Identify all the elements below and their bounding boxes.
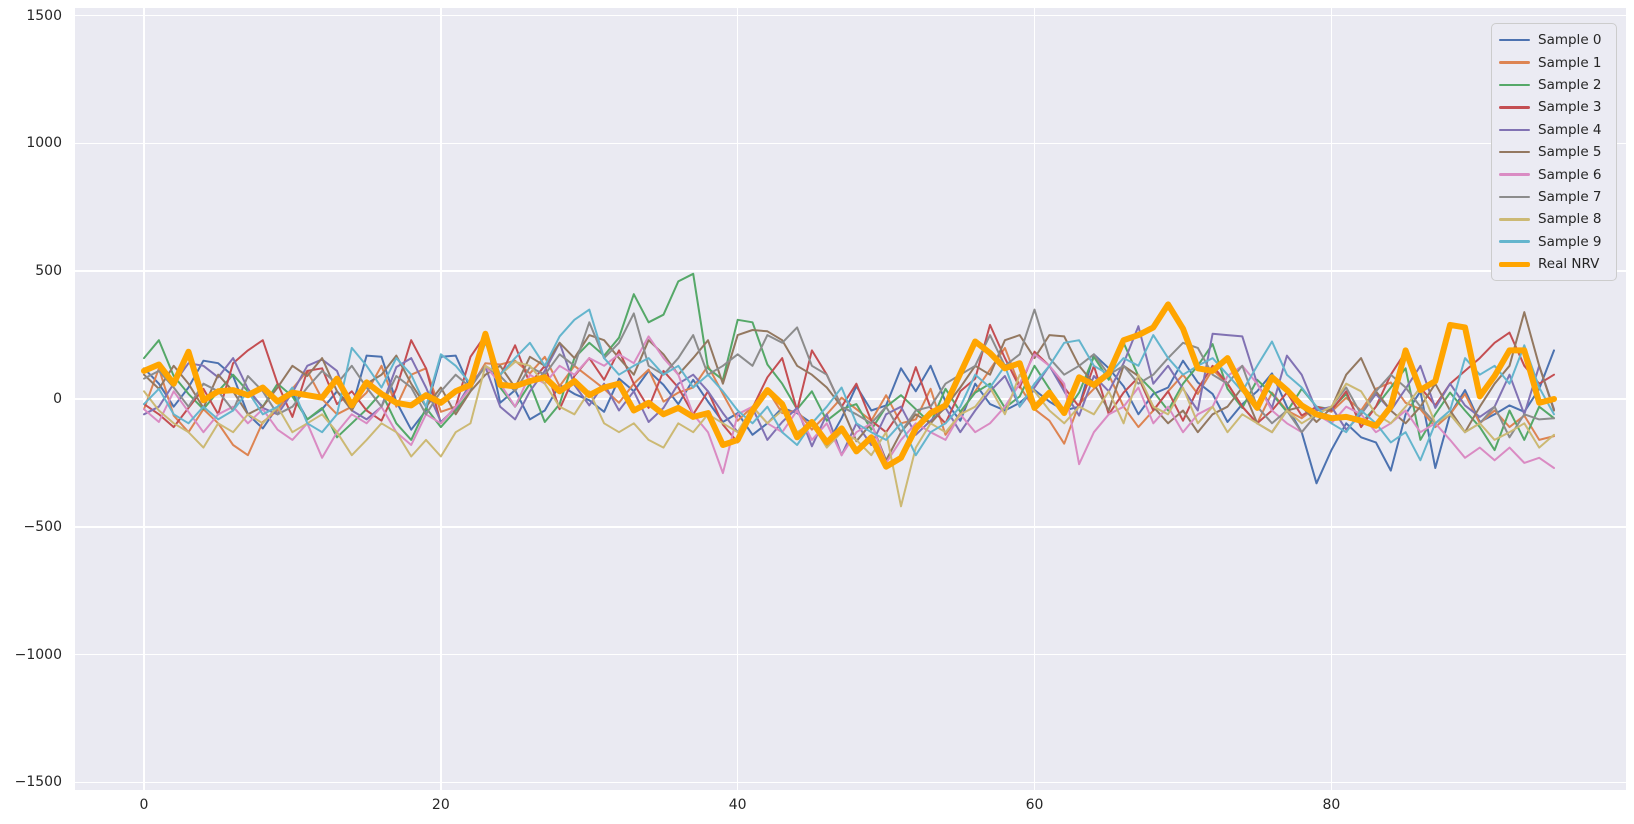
x-tick-label-20: 20 [431, 797, 450, 813]
v-gridline-0 [143, 8, 145, 790]
legend-item-sample-9: Sample 9 [1499, 231, 1608, 253]
v-gridline-40 [736, 8, 739, 790]
legend-swatch-icon [1499, 106, 1530, 109]
series-line-sample-5 [143, 311, 1555, 462]
legend-item-sample-3: Sample 3 [1499, 96, 1608, 118]
legend-item-sample-2: Sample 2 [1499, 74, 1608, 96]
y-tick-label-−500: −500 [23, 518, 62, 535]
legend-label: Real NRV [1538, 256, 1600, 273]
h-gridline-−1500 [75, 781, 1626, 784]
x-tick-label-0: 0 [139, 797, 149, 813]
legend-label: Sample 6 [1538, 166, 1602, 183]
h-gridline-1500 [75, 14, 1626, 17]
series-lines [141, 272, 1557, 508]
x-tick-label-40: 40 [728, 797, 747, 813]
legend-label: Sample 4 [1538, 121, 1602, 138]
y-tick-label-500: 500 [35, 263, 62, 280]
legend-swatch-icon [1499, 61, 1530, 64]
legend-label: Sample 1 [1538, 54, 1602, 71]
legend-item-sample-7: Sample 7 [1499, 186, 1608, 208]
y-tick-label-0: 0 [53, 391, 62, 407]
legend-label: Sample 2 [1538, 76, 1602, 93]
legend-swatch-icon [1499, 195, 1530, 199]
x-tick-label-60: 60 [1025, 797, 1044, 813]
v-gridline-80 [1330, 8, 1333, 790]
h-gridline-1000 [75, 142, 1626, 145]
legend-item-sample-0: Sample 0 [1499, 29, 1608, 51]
series-line-real-nrv [141, 301, 1557, 470]
legend-label: Sample 9 [1538, 233, 1602, 250]
legend-item-sample-6: Sample 6 [1499, 163, 1608, 185]
series-line-sample-3 [143, 323, 1555, 444]
legend-item-sample-5: Sample 5 [1499, 141, 1608, 163]
legend-swatch-icon [1499, 150, 1530, 154]
legend: Sample 0 Sample 1 Sample 2 Sample 3 Sample 4… [1491, 23, 1617, 282]
legend-swatch-icon [1499, 38, 1530, 42]
series-line-sample-9 [143, 308, 1555, 462]
h-gridline-−500 [75, 525, 1626, 528]
legend-label: Sample 7 [1538, 188, 1602, 205]
legend-swatch-icon [1499, 240, 1530, 243]
series-line-sample-0 [143, 334, 1555, 485]
v-gridline-20 [440, 8, 442, 790]
legend-swatch-icon [1499, 261, 1530, 267]
legend-swatch-icon [1499, 173, 1530, 176]
h-gridline-500 [75, 270, 1626, 273]
legend-item-sample-1: Sample 1 [1499, 51, 1608, 73]
y-tick-label-−1500: −1500 [14, 774, 62, 791]
y-tick-label-−1000: −1000 [14, 646, 62, 663]
legend-label: Sample 5 [1538, 144, 1602, 161]
legend-swatch-icon [1499, 83, 1530, 87]
legend-item-sample-8: Sample 8 [1499, 208, 1608, 230]
legend-label: Sample 8 [1538, 211, 1602, 228]
y-tick-label-1000: 1000 [26, 135, 62, 152]
legend-label: Sample 0 [1538, 32, 1602, 49]
legend-swatch-icon [1499, 128, 1530, 131]
legend-item-real-nrv: Real NRV [1499, 253, 1608, 275]
legend-label: Sample 3 [1538, 99, 1602, 116]
legend-swatch-icon [1499, 218, 1530, 221]
y-tick-label-1500: 1500 [26, 7, 62, 24]
h-gridline-−1000 [75, 653, 1626, 656]
x-tick-label-80: 80 [1322, 797, 1341, 813]
legend-item-sample-4: Sample 4 [1499, 119, 1608, 141]
plot-area [75, 8, 1626, 790]
